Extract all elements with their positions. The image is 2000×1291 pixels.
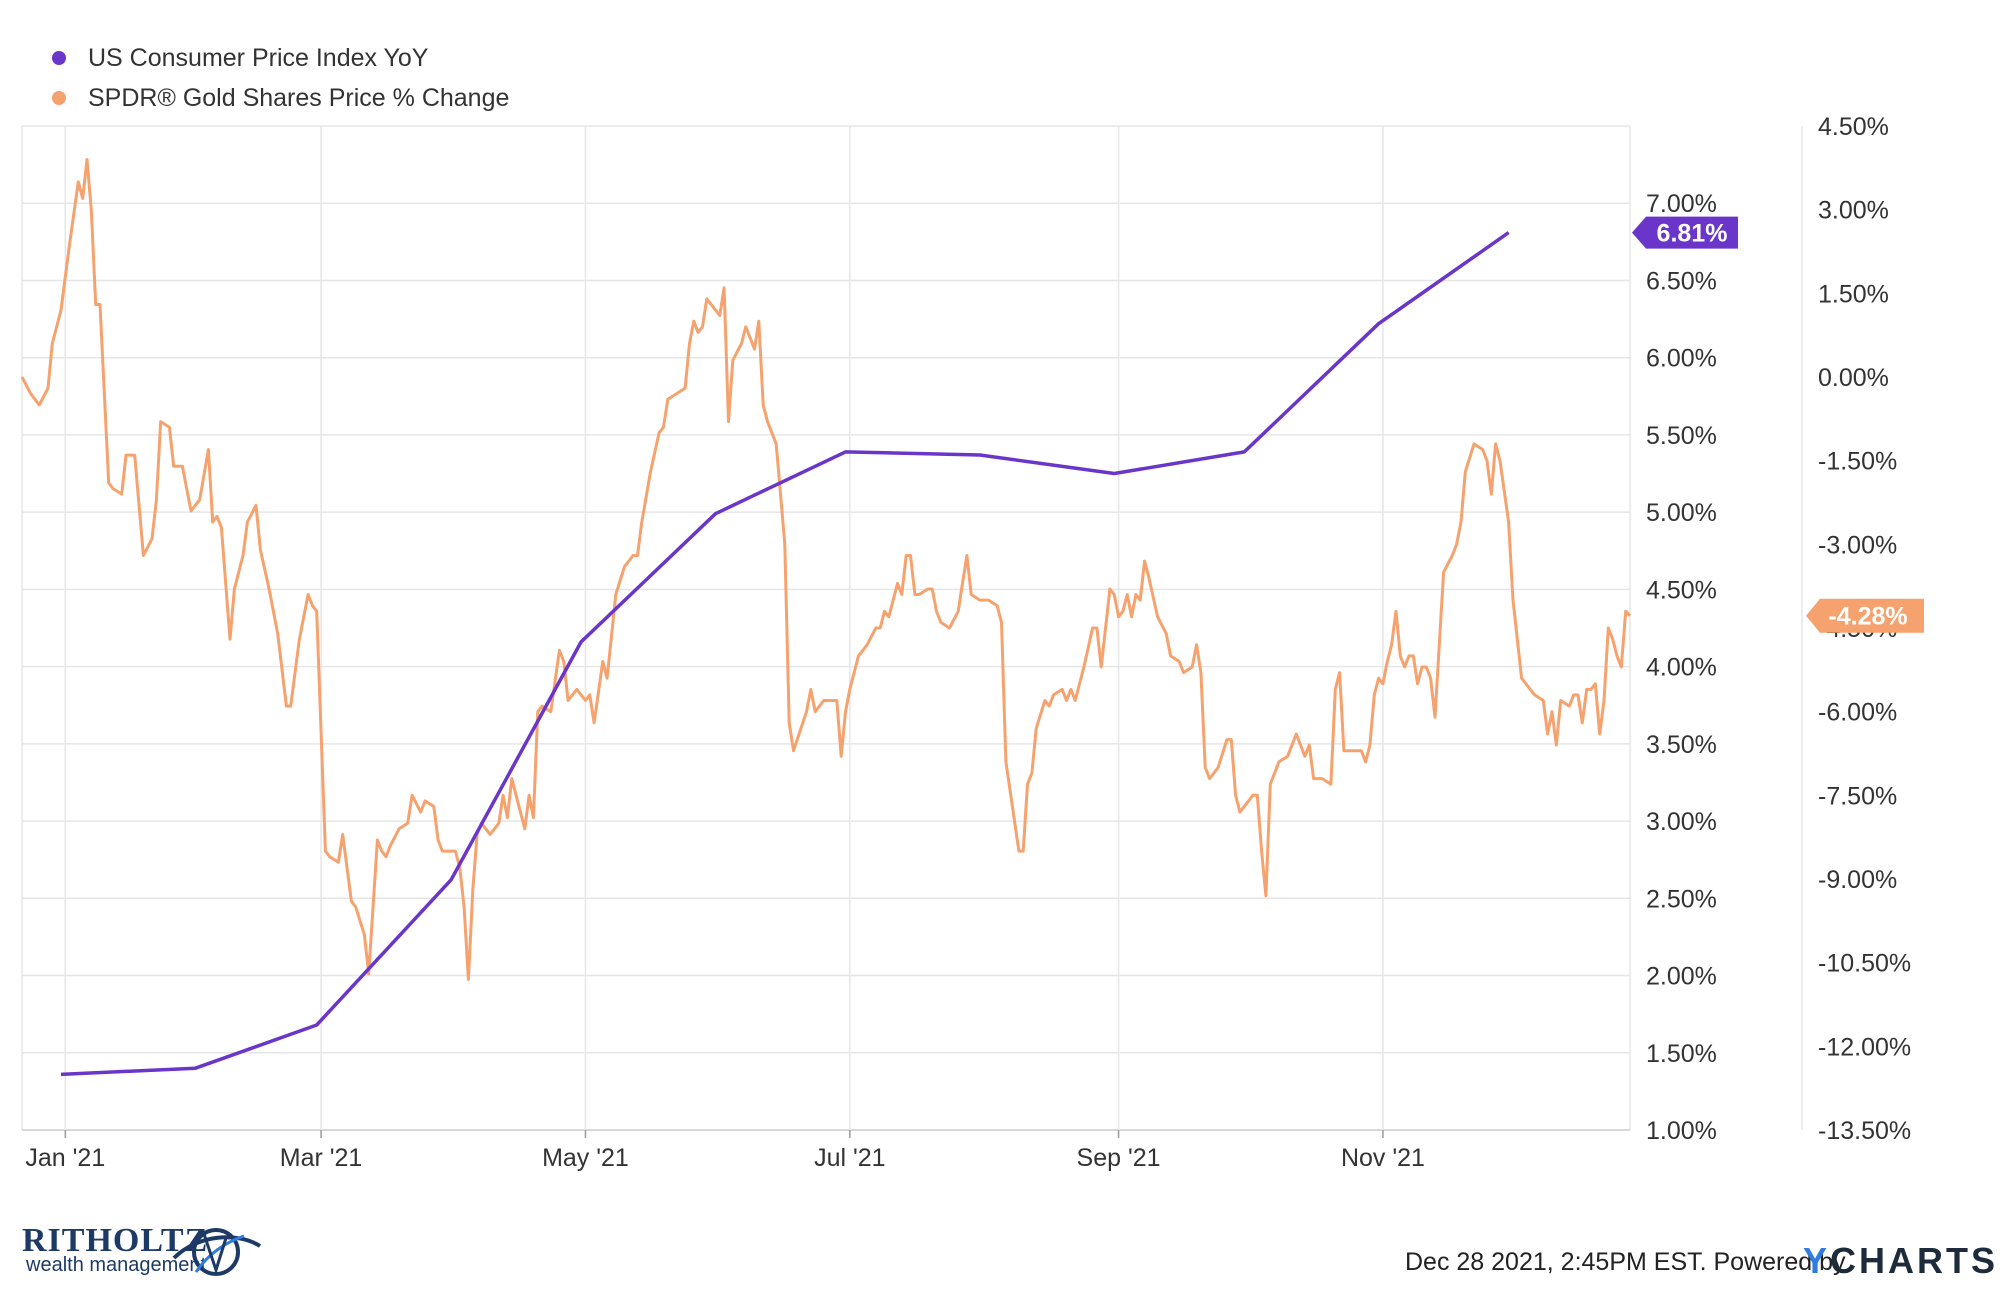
- ycharts-logo-y: Y: [1803, 1240, 1831, 1281]
- ycharts-logo-text: CHARTS: [1830, 1240, 1999, 1281]
- ycharts-logo[interactable]: YCHARTS: [1803, 1240, 1998, 1282]
- right-tick-label: -9.00%: [1818, 866, 1897, 894]
- legend-item-cpi[interactable]: US Consumer Price Index YoY: [52, 38, 509, 78]
- ritholtz-logo: RITHOLTZ wealth management: [22, 1222, 262, 1277]
- left-tick-label: 3.00%: [1646, 808, 1717, 836]
- right-tick-label: -10.50%: [1818, 950, 1911, 978]
- left-tick-label: 4.50%: [1646, 576, 1717, 604]
- x-tick-label: Nov '21: [1341, 1144, 1425, 1172]
- legend-label-gold: SPDR® Gold Shares Price % Change: [88, 83, 510, 112]
- left-tick-label: 2.50%: [1646, 885, 1717, 913]
- right-tick-label: 4.50%: [1818, 113, 1889, 141]
- chart-series: [20, 158, 1632, 1077]
- x-axis: Jan '21 Mar '21 May '21 Jul '21 Sep '21 Nov '…: [25, 1130, 1425, 1172]
- legend-dot-cpi: [52, 51, 66, 65]
- left-tick-label: 7.00%: [1646, 190, 1717, 218]
- cpi-last-value-badge: [1632, 216, 1738, 249]
- series-line-gold: [20, 158, 1632, 981]
- x-tick-label: May '21: [542, 1144, 629, 1172]
- legend: US Consumer Price Index YoY SPDR® Gold S…: [52, 38, 509, 118]
- left-y-axis: 1.00% 1.50% 2.00% 2.50% 3.00% 3.50% 4.00% 4.50%…: [1646, 190, 1717, 1145]
- logo-subtitle: wealth management: [26, 1254, 207, 1276]
- legend-item-gold[interactable]: SPDR® Gold Shares Price % Change: [52, 78, 509, 118]
- cpi-last-value-label: 6.81%: [1657, 220, 1728, 248]
- left-tick-label: 1.00%: [1646, 1117, 1717, 1145]
- right-tick-label: 3.00%: [1818, 197, 1889, 225]
- series-line-cpi: [60, 231, 1510, 1077]
- x-tick-label: Sep '21: [1077, 1144, 1161, 1172]
- left-tick-label: 3.50%: [1646, 731, 1717, 759]
- left-tick-label: 6.00%: [1646, 345, 1717, 373]
- gold-last-value-badge: [1806, 598, 1924, 633]
- right-tick-label: 0.00%: [1818, 364, 1889, 392]
- x-tick-label: Mar '21: [280, 1144, 363, 1172]
- right-tick-label: -6.00%: [1818, 699, 1897, 727]
- left-tick-label: 6.50%: [1646, 267, 1717, 295]
- x-tick-label: Jul '21: [814, 1144, 885, 1172]
- right-tick-label: -1.50%: [1818, 448, 1897, 476]
- right-tick-label: -13.50%: [1818, 1117, 1911, 1145]
- chart-grid: [21, 125, 1803, 1131]
- right-y-axis: -13.50% -12.00% -10.50% -9.00% -7.50% -6.00% -…: [1818, 113, 1911, 1145]
- globe-swoosh-icon: [172, 1228, 262, 1276]
- left-tick-label: 1.50%: [1646, 1040, 1717, 1068]
- legend-label-cpi: US Consumer Price Index YoY: [88, 43, 429, 72]
- left-tick-label: 5.50%: [1646, 422, 1717, 450]
- footer-timestamp: Dec 28 2021, 2:45PM EST. Powered by: [1405, 1248, 1846, 1276]
- logo-name: RITHOLTZ: [22, 1222, 209, 1259]
- left-tick-label: 4.00%: [1646, 654, 1717, 682]
- left-tick-label: 5.00%: [1646, 499, 1717, 527]
- x-tick-label: Jan '21: [25, 1144, 105, 1172]
- gold-last-value-label: -4.28%: [1828, 603, 1907, 631]
- right-tick-label: 1.50%: [1818, 280, 1889, 308]
- left-tick-label: 2.00%: [1646, 963, 1717, 991]
- right-tick-label: -3.00%: [1818, 531, 1897, 559]
- right-tick-label: -12.00%: [1818, 1033, 1911, 1061]
- last-value-badges: 6.81% -4.28%: [1632, 216, 1924, 633]
- legend-dot-gold: [52, 91, 66, 105]
- right-tick-label: -7.50%: [1818, 782, 1897, 810]
